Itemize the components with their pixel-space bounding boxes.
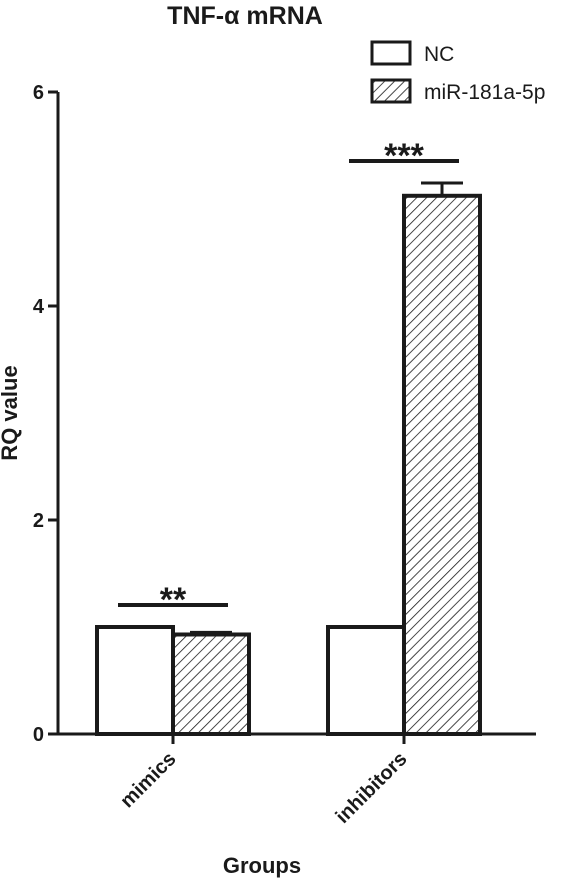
x-axis-title: Groups bbox=[223, 853, 301, 878]
y-tick-label-0: 0 bbox=[33, 724, 44, 746]
significance-label-inhibitors: *** bbox=[384, 137, 424, 175]
y-tick-label-6: 6 bbox=[33, 82, 44, 104]
x-tick-label-mimics: mimics bbox=[116, 748, 180, 812]
y-axis-title: RQ value bbox=[0, 365, 22, 460]
error-bars bbox=[190, 181, 463, 635]
legend: NC miR-181a-5p bbox=[370, 40, 545, 104]
legend-label-nc: NC bbox=[424, 43, 454, 66]
legend-swatch-mir bbox=[370, 78, 412, 104]
bar-inhibitors-mir-181a-5p bbox=[402, 193, 482, 737]
chart-title: TNF-α mRNA bbox=[167, 2, 323, 30]
significance-marks: ***** bbox=[118, 137, 459, 619]
bars bbox=[95, 193, 482, 737]
legend-swatch-nc bbox=[370, 40, 412, 66]
significance-label-mimics: ** bbox=[160, 581, 187, 619]
y-axis: 0 2 4 6 bbox=[33, 82, 60, 746]
y-tick-label-4: 4 bbox=[33, 296, 45, 318]
x-axis: mimics inhibitors bbox=[58, 732, 536, 828]
x-tick-label-inhibitors: inhibitors bbox=[332, 748, 412, 828]
bar-inhibitors-nc bbox=[326, 625, 406, 736]
y-tick-label-2: 2 bbox=[33, 510, 44, 532]
legend-label-mir: miR-181a-5p bbox=[424, 81, 545, 104]
bar-mimics-mir-181a-5p bbox=[171, 632, 251, 736]
bar-mimics-nc bbox=[95, 625, 175, 736]
